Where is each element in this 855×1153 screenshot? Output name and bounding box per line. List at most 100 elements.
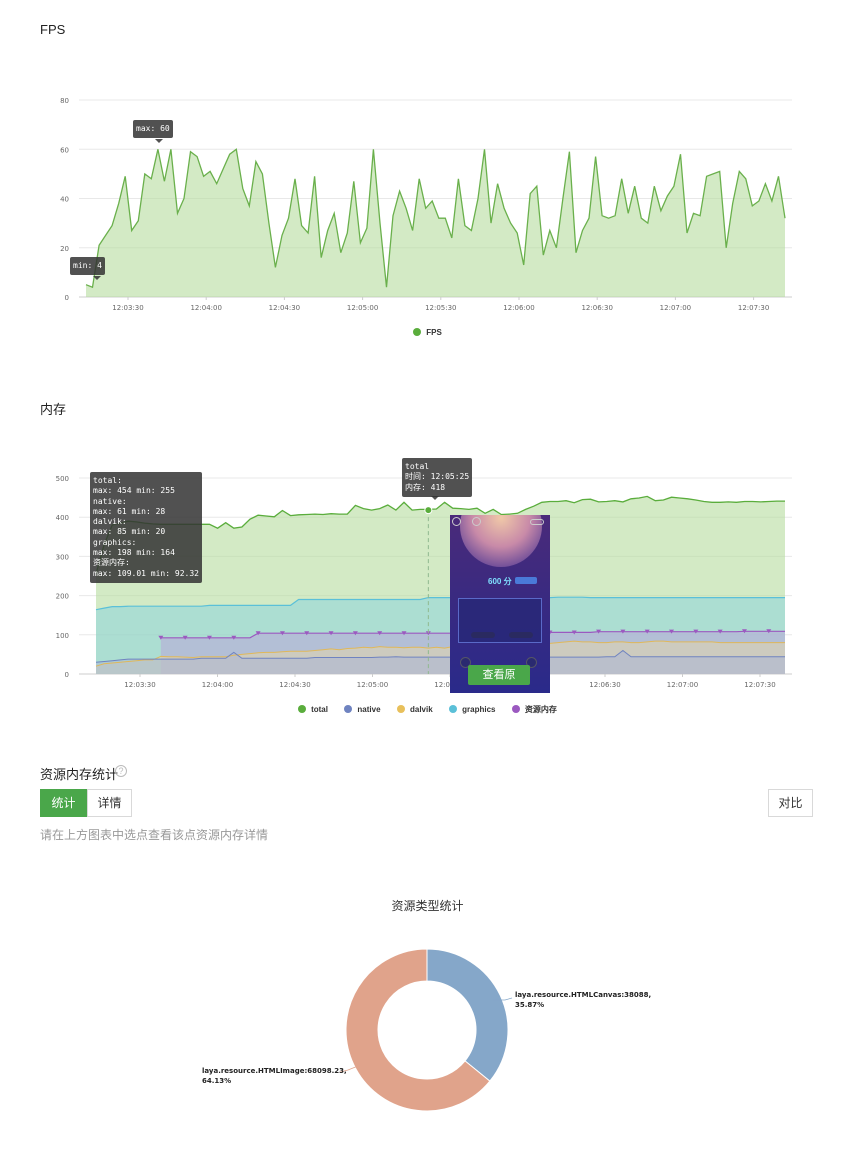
- legend-dot-icon: [449, 705, 458, 713]
- graphics-line: [95, 596, 785, 611]
- game-right-icon: [526, 657, 537, 668]
- resource-memory-marker: [182, 635, 188, 640]
- pie-label-canvas: laya.resource.HTMLCanvas:38088, 35.87%: [515, 991, 652, 1009]
- pie-label-line-image: [339, 1065, 359, 1073]
- legend-item-native[interactable]: native: [344, 704, 381, 714]
- x-tick-label: 12:04:00: [190, 304, 221, 312]
- fps-line: [85, 148, 786, 289]
- resource-type-pie-chart[interactable]: [0, 940, 855, 1120]
- fps-section-title: FPS: [40, 22, 66, 37]
- game-subtitle-bar: [450, 567, 550, 572]
- x-tick-label: 12:07:30: [738, 304, 769, 312]
- x-tick-label: 12:06:30: [581, 304, 612, 312]
- x-tick-label: 12:03:30: [124, 681, 155, 689]
- y-tick-label: 100: [56, 632, 69, 640]
- x-tick-label: 12:04:30: [269, 304, 300, 312]
- memory-point-tooltip-arrow: [431, 496, 439, 500]
- menu-icon: [530, 519, 544, 525]
- y-tick-label: 40: [60, 196, 69, 204]
- legend-item-dalvik[interactable]: dalvik: [396, 704, 433, 714]
- resource-memory-marker: [158, 635, 164, 640]
- compare-button[interactable]: 对比: [768, 789, 813, 817]
- x-tick-label: 12:07:00: [660, 304, 691, 312]
- y-tick-label: 20: [60, 245, 69, 253]
- pie-chart-title: 资源类型统计: [391, 899, 464, 913]
- memory-chart[interactable]: 0 100 200 300 400 500 12:03:30 12:04:00 12:04:3…: [0, 465, 855, 695]
- fps-legend-item[interactable]: FPS: [413, 328, 442, 337]
- view-original-button[interactable]: 查看原: [468, 665, 530, 685]
- resource-memory-marker: [741, 629, 747, 634]
- y-tick-label: 60: [60, 146, 69, 154]
- game-panel-toggle-2: [509, 632, 533, 638]
- fps-max-tooltip-arrow: [155, 139, 163, 143]
- game-panel-toggle-1: [471, 632, 495, 638]
- legend-item-resource-memory[interactable]: 资源内存: [511, 704, 557, 715]
- fps-area: [86, 149, 785, 297]
- pie-slice-html-image: [345, 948, 491, 1112]
- dalvik-line: [95, 640, 785, 667]
- resource-memory-marker: [669, 629, 675, 634]
- legend-label: total: [311, 704, 328, 714]
- resource-memory-marker: [644, 629, 650, 634]
- fps-legend-label: FPS: [426, 327, 442, 337]
- legend-dot-icon: [298, 705, 307, 713]
- x-tick-label: 12:06:00: [503, 304, 534, 312]
- resource-memory-marker: [377, 631, 383, 636]
- resource-memory-marker: [596, 629, 602, 634]
- tab-details[interactable]: 详情: [87, 789, 132, 817]
- legend-label: dalvik: [409, 704, 433, 714]
- game-screenshot-thumbnail[interactable]: 600 分 查看原: [450, 515, 550, 693]
- game-score-button: [515, 577, 537, 584]
- tab-stats[interactable]: 统计: [40, 789, 87, 817]
- x-tick-label: 12:05:00: [347, 304, 378, 312]
- resource-memory-marker: [352, 631, 358, 636]
- memory-section-title: 内存: [40, 402, 67, 417]
- x-tick-label: 12:04:30: [279, 681, 310, 689]
- resource-memory-marker: [231, 635, 237, 640]
- y-tick-label: 80: [60, 97, 69, 105]
- resource-memory-marker: [571, 630, 577, 635]
- y-tick-label: 400: [56, 514, 69, 522]
- resource-hint-text: 请在上方图表中选点查看该点资源内存详情: [40, 828, 269, 842]
- fps-legend: FPS: [0, 323, 855, 341]
- resource-memory-marker: [693, 629, 699, 634]
- legend-dot-icon: [413, 328, 422, 336]
- game-panel: [458, 598, 542, 643]
- memory-point-tooltip: total 时间: 12:05:25 内存: 418: [402, 458, 473, 497]
- game-left-icon: [460, 657, 471, 668]
- x-tick-label: 12:05:00: [357, 681, 388, 689]
- fps-min-tooltip-arrow: [93, 276, 101, 280]
- resource-memory-marker: [401, 631, 407, 636]
- pie-label-image: laya.resource.HTMLImage:68098.23, 64.13%: [202, 1067, 347, 1085]
- resource-memory-marker: [620, 629, 626, 634]
- fps-chart[interactable]: 0 20 40 60 80 12:03:30 12:04:00 12:04:30 12:05:…: [0, 85, 855, 315]
- resource-memory-marker: [328, 631, 334, 636]
- question-circle-icon[interactable]: ?: [115, 765, 127, 777]
- legend-label: graphics: [462, 704, 496, 714]
- resource-section-title: 资源内存统计: [40, 767, 119, 782]
- x-tick-label: 12:07:00: [667, 681, 698, 689]
- back-icon: [452, 517, 461, 526]
- legend-label: native: [357, 704, 381, 714]
- y-tick-label: 0: [65, 671, 69, 679]
- legend-dot-icon: [344, 705, 353, 713]
- legend-item-graphics[interactable]: graphics: [449, 705, 495, 714]
- memory-legend: total native dalvik graphics 资源内存: [0, 700, 855, 718]
- total-line: [95, 495, 785, 575]
- legend-dot-icon: [396, 705, 405, 713]
- pie-label-line-canvas: [493, 997, 513, 1001]
- native-area: [96, 650, 785, 674]
- legend-label: 资源内存: [524, 704, 557, 714]
- y-tick-label: 0: [65, 294, 69, 302]
- x-tick-label: 12:03:30: [112, 304, 143, 312]
- x-tick-label: 12:07:30: [744, 681, 775, 689]
- resource-memory-marker: [304, 631, 310, 636]
- pie-slice-html-canvas: [426, 948, 509, 1082]
- legend-item-total[interactable]: total: [298, 705, 328, 714]
- selected-point: [424, 506, 433, 515]
- resource-memory-marker: [766, 629, 772, 634]
- resource-memory-marker: [425, 631, 431, 636]
- y-tick-label: 500: [56, 475, 69, 483]
- x-tick-label: 12:05:30: [425, 304, 456, 312]
- native-line: [95, 649, 785, 663]
